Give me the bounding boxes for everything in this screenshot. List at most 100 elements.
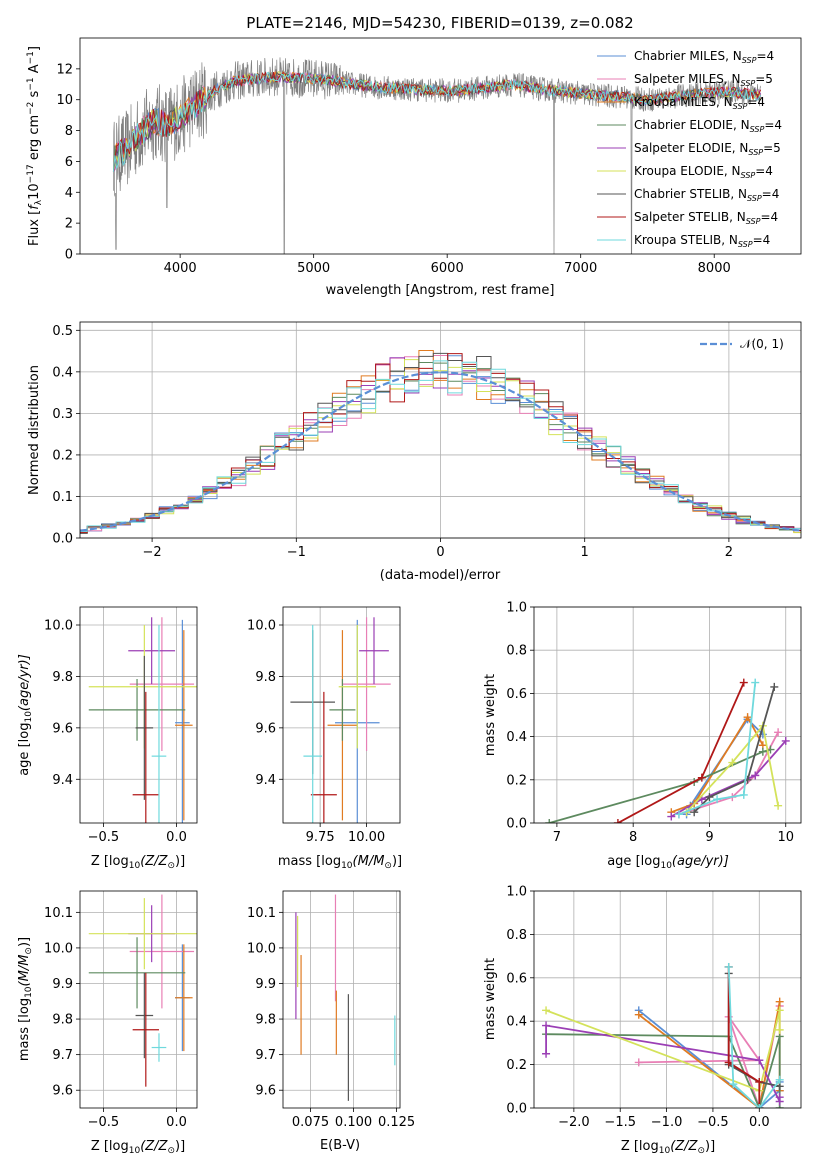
observed-spectrum-line (113, 57, 762, 254)
residuals-y-tick-label-1: 0.1 (52, 490, 73, 505)
figure-title: PLATE=2146, MJD=54230, FIBERID=0139, z=0… (246, 14, 633, 32)
mass-weight-vs-age-x-tick-label-1: 8 (629, 830, 637, 845)
age-vs-metallicity-panel: −0.5 0.0 9.4 9.6 9.8 10.0 Z [log10(Z/Z⊙)] age… (17, 606, 198, 871)
mass-weight-vs-age-y-tick-label-5: 1.0 (506, 601, 527, 616)
mass-weight-vs-Z-y-tick-label-1: 0.2 (506, 1058, 527, 1073)
mass-weight-vs-Z-marker-kroupa-stelib-3 (775, 1075, 784, 1084)
residuals-x-tick-label-4: 2 (725, 545, 733, 560)
mass-weight-vs-Z-marker-salpeter-elodie-1 (542, 1021, 551, 1030)
legend-label-kroupa-elodie: Kroupa ELODIE, NSSP=4 (634, 164, 773, 180)
residuals-y-tick-label-0: 0.0 (52, 532, 73, 547)
spectrum-y-tick-label-0: 0 (65, 248, 73, 263)
age-vs-mass-y-tick-label-1: 9.6 (255, 721, 276, 736)
mass-vs-ebv-panel: 0.075 0.100 0.125 9.6 9.7 9.8 9.9 10.0 10.1 E(B-… (247, 890, 415, 1153)
mass-weight-vs-age-line-kroupa-miles (670, 715, 764, 814)
spectrum-x-tick-label-2: 6000 (431, 261, 464, 276)
mass-vs-Z-x-tick-label-1: 0.0 (166, 1115, 187, 1130)
mass-weight-vs-age-marker-kroupa-stelib-0 (674, 810, 683, 819)
mass-vs-ebv-y-tick-label-4: 10.0 (247, 941, 276, 956)
age-z-y-label: age [log10(age/yr)] (17, 654, 34, 776)
mass-weight-vs-Z-x-tick-label-2: −1.0 (651, 1115, 683, 1130)
histogram-x-label: (data-model)/error (380, 568, 501, 583)
mass-weight-vs-Z-marker-salpeter-elodie-0 (542, 1049, 551, 1058)
mw-z-x-label: Z [log10(Z/Z⊙)] (621, 1139, 715, 1156)
spectrum-y-tick-label-6: 12 (56, 62, 73, 77)
age-mass-x-label: mass [log10(M/M⊙)] (278, 854, 402, 871)
legend-label-salpeter-elodie: Salpeter ELODIE, NSSP=5 (634, 141, 781, 157)
age-vs-Z-x-tick-label-0: −0.5 (88, 830, 120, 845)
age-vs-Z-y-tick-label-2: 9.8 (52, 670, 73, 685)
model-spectrum-kroupa-stelib (112, 72, 762, 172)
mass-weight-vs-age-marker-kroupa-elodie-1 (728, 758, 737, 767)
mass-vs-Z-y-tick-label-2: 9.8 (52, 1013, 73, 1028)
mass-weight-vs-Z-line-chabrier-stelib (727, 973, 780, 1088)
mass-weight-vs-age-line-kroupa-elodie (685, 723, 779, 813)
mass-weight-vs-age-line-salpeter-elodie (670, 740, 787, 818)
mass-weight-vs-age-marker-salpeter-stelib-0 (613, 819, 622, 823)
mass-weight-vs-age-marker-kroupa-stelib-2 (739, 790, 748, 799)
residuals-x-tick-label-3: 1 (581, 545, 589, 560)
mass-weight-vs-Z-y-tick-label-5: 1.0 (506, 885, 527, 900)
residuals-y-tick-label-5: 0.5 (52, 324, 73, 339)
mass-weight-vs-metallicity-panel: −2.0 −1.5 −1.0 −0.5 0.0 0.0 0.2 0.4 0.6 0.8 1.0 Z … (483, 885, 802, 1156)
residuals-y-tick-label-2: 0.2 (52, 448, 73, 463)
mass-weight-vs-age-marker-salpeter-stelib-2 (739, 678, 748, 687)
legend-label-chabrier-elodie: Chabrier ELODIE, NSSP=4 (634, 118, 782, 134)
mass-weight-vs-Z-marker-kroupa-stelib-2 (755, 1104, 764, 1108)
mw-z-y-label: mass weight (483, 958, 498, 1040)
legend-label-chabrier-stelib: Chabrier STELIB, NSSP=4 (634, 187, 779, 203)
mass-vs-ebv-x-tick-label-2: 0.125 (378, 1115, 415, 1130)
mass-ebv-x-label: E(B-V) (320, 1138, 360, 1153)
mass-weight-vs-Z-marker-salpeter-elodie-4 (775, 1093, 784, 1102)
spectrum-x-tick-label-3: 7000 (564, 261, 597, 276)
spectrum-x-label: wavelength [Angstrom, rest frame] (326, 283, 555, 298)
mass-vs-Z-y-tick-label-1: 9.7 (52, 1048, 73, 1063)
mass-vs-ebv-y-tick-label-1: 9.7 (255, 1048, 276, 1063)
mass-weight-vs-age-y-tick-label-1: 0.2 (506, 773, 527, 788)
mass-weight-vs-age-y-tick-label-4: 0.8 (506, 644, 527, 659)
histogram-legend-label: 𝒩(0, 1) (740, 337, 784, 351)
mass-weight-vs-age-y-tick-label-2: 0.4 (506, 730, 527, 745)
mass-weight-vs-Z-y-tick-label-4: 0.8 (506, 928, 527, 943)
mass-weight-vs-Z-line-chabrier-elodie (546, 1033, 781, 1108)
mass-weight-vs-age-marker-kroupa-stelib-1 (713, 795, 722, 804)
mass-z-x-label: Z [log10(Z/Z⊙)] (91, 1139, 185, 1156)
mass-weight-vs-Z-y-tick-label-0: 0.0 (506, 1102, 527, 1117)
mass-weight-vs-Z-marker-kroupa-stelib-1 (729, 1080, 738, 1089)
mass-weight-vs-age-marker-salpeter-stelib-1 (697, 773, 706, 782)
age-vs-mass-panel: 9.75 10.00 9.4 9.6 9.8 10.0 mass [log10(M/M⊙)… (247, 606, 402, 871)
histogram-chabrier-elodie (80, 362, 801, 533)
mass-weight-vs-Z-marker-salpeter-stelib-2 (755, 1077, 764, 1086)
residuals-x-tick-label-2: 0 (436, 545, 444, 560)
mass-weight-vs-age-marker-kroupa-miles-2 (743, 713, 752, 722)
spectrum-panel: 4000 5000 6000 7000 8000 0 2 4 6 8 10 12 wavelength… (26, 37, 802, 298)
mass-weight-vs-age-line-salpeter-miles (678, 731, 779, 816)
mass-weight-vs-age-marker-chabrier-stelib-1 (705, 793, 714, 802)
mass-weight-vs-Z-marker-salpeter-stelib-1 (724, 1058, 733, 1067)
mw-age-x-label: age [log10(age/yr)] (607, 854, 729, 871)
mass-weight-vs-age-x-tick-label-3: 10 (777, 830, 794, 845)
mass-vs-Z-y-tick-label-3: 9.9 (52, 977, 73, 992)
mass-vs-ebv-y-tick-label-0: 9.6 (255, 1084, 276, 1099)
mass-weight-vs-Z-x-tick-label-4: 0.0 (749, 1115, 770, 1130)
spectrum-y-label: Flux [fλ10−17 erg cm−2 s−1 A−1] (26, 46, 44, 246)
legend-label-kroupa-miles: Kroupa MILES, NSSP=4 (634, 95, 765, 111)
residuals-y-tick-label-4: 0.4 (52, 365, 73, 380)
mass-weight-vs-age-marker-kroupa-elodie-3 (774, 801, 783, 810)
mass-weight-vs-Z-x-tick-label-1: −1.5 (604, 1115, 636, 1130)
mass-weight-vs-Z-x-tick-label-0: −2.0 (558, 1115, 590, 1130)
age-vs-mass-x-tick-label-0: 9.75 (306, 830, 335, 845)
age-vs-Z-y-tick-label-3: 10.0 (44, 619, 73, 634)
mass-weight-vs-age-marker-chabrier-stelib-3 (770, 682, 779, 691)
spectrum-y-tick-label-1: 2 (65, 217, 73, 232)
legend-label-chabrier-miles: Chabrier MILES, NSSP=4 (634, 49, 774, 65)
age-vs-Z-y-tick-label-1: 9.6 (52, 721, 73, 736)
residuals-x-tick-label-0: −2 (143, 545, 162, 560)
residuals-x-tick-label-1: −1 (287, 545, 306, 560)
age-z-x-label: Z [log10(Z/Z⊙)] (91, 854, 185, 871)
residuals-y-tick-label-3: 0.3 (52, 407, 73, 422)
spectrum-x-tick-label-0: 4000 (164, 261, 197, 276)
spectrum-y-tick-label-5: 10 (56, 93, 73, 108)
mass-weight-vs-Z-marker-kroupa-stelib-0 (724, 962, 733, 971)
mass-weight-vs-age-x-tick-label-0: 7 (553, 830, 561, 845)
